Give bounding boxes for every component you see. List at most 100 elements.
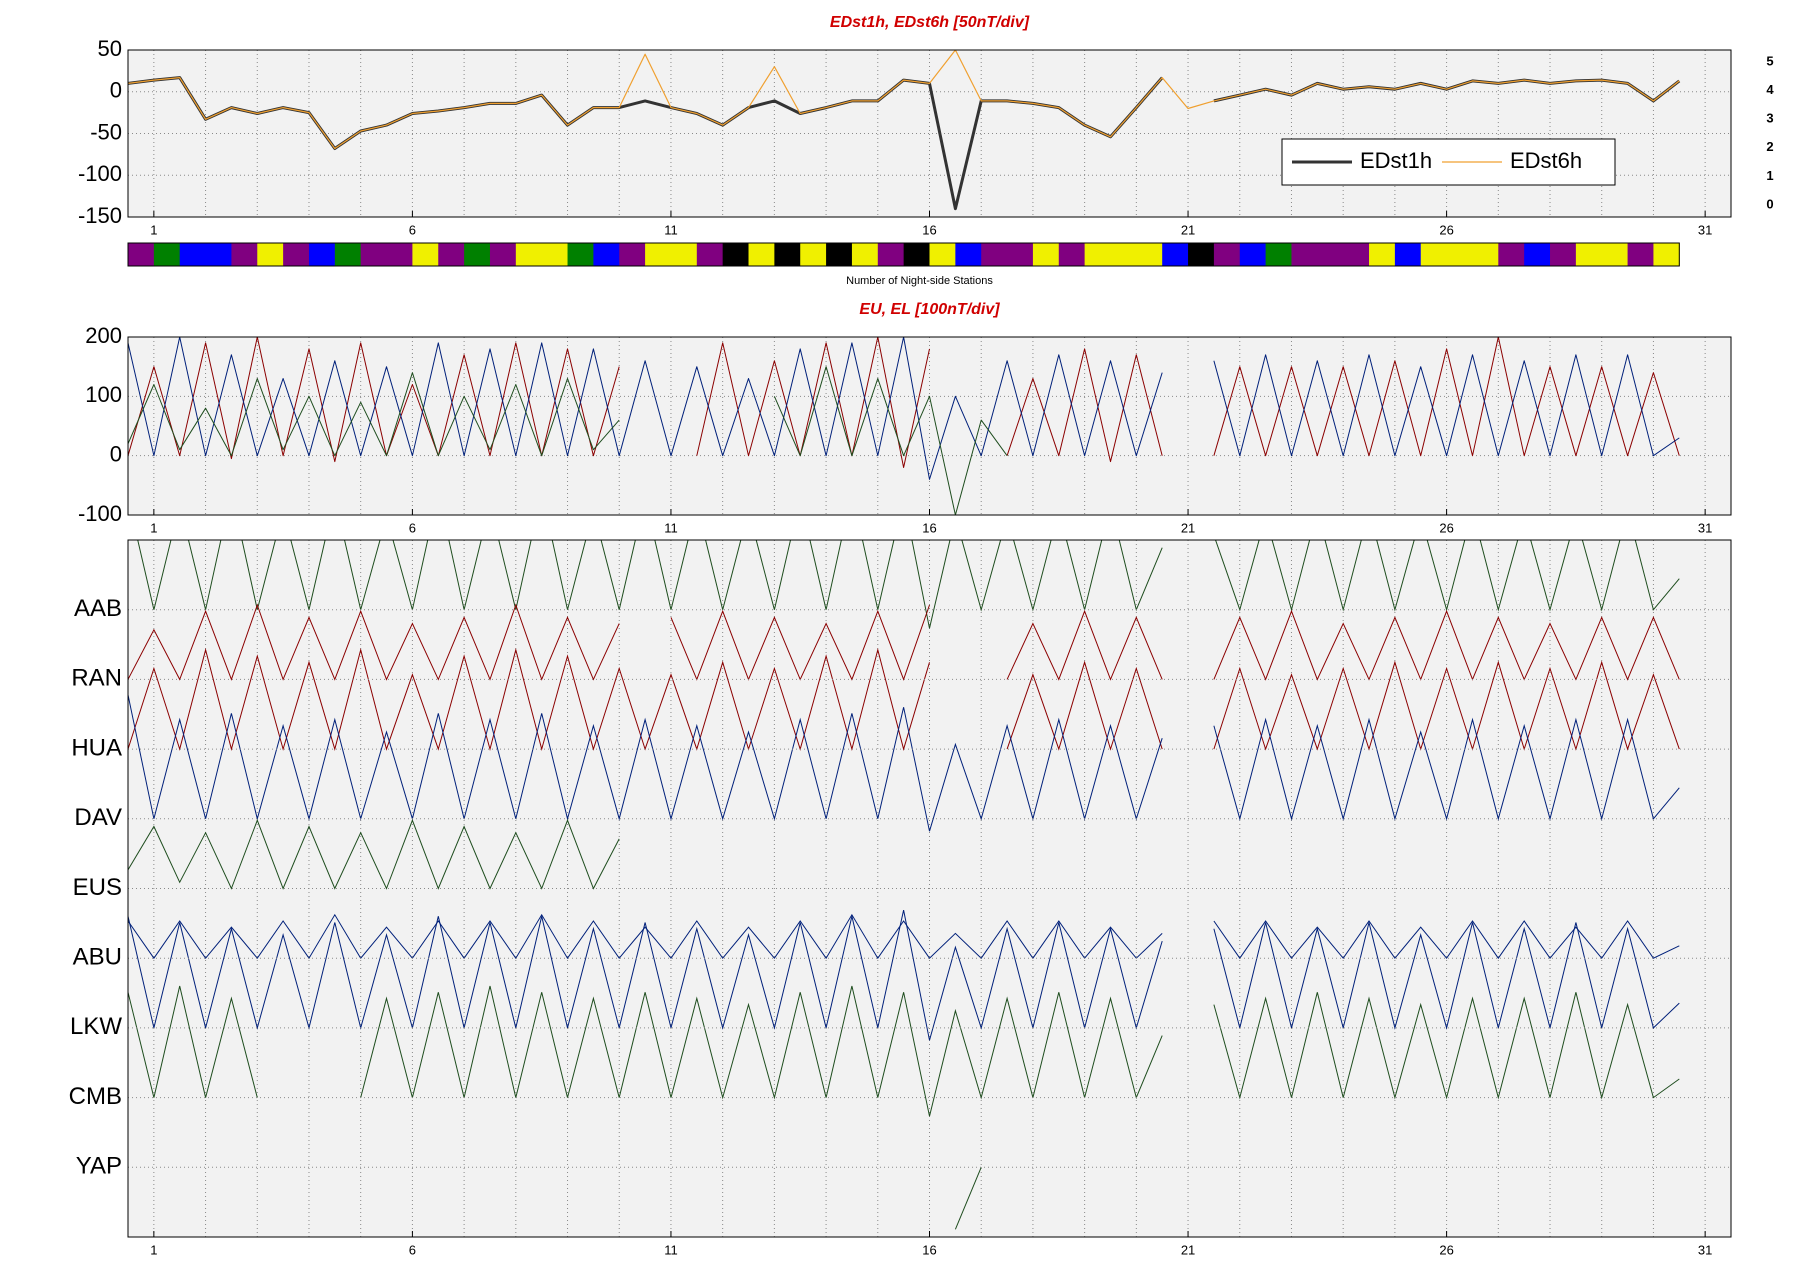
x-tick-label: 31 <box>1698 1242 1712 1257</box>
strip-cell <box>412 243 439 266</box>
strip-cell <box>619 243 646 266</box>
strip-level-label: 4 <box>1766 82 1774 97</box>
strip-level-label: 3 <box>1766 111 1773 126</box>
x-tick-label: 21 <box>1181 1242 1195 1257</box>
strip-cell <box>1188 243 1215 266</box>
y-tick-label: -100 <box>78 501 122 526</box>
strip-cell <box>283 243 310 266</box>
strip-cell <box>722 243 750 266</box>
strip-cell <box>670 243 698 266</box>
strip-cell <box>1627 243 1654 266</box>
y-tick-label: 0 <box>110 78 122 103</box>
x-tick-label: 16 <box>922 520 936 535</box>
plot-border <box>127 336 1732 516</box>
strip-cell <box>1524 243 1551 266</box>
series-group <box>128 50 1681 211</box>
series-group <box>128 337 1680 515</box>
y-tick-label: 200 <box>85 323 122 348</box>
y-tick-label: 50 <box>98 36 122 61</box>
strip-cell <box>696 243 724 266</box>
station-trace <box>128 694 1680 832</box>
strip-cell <box>1007 243 1034 266</box>
strip-cell <box>1498 243 1525 266</box>
chart-title: EU, EL [100nT/div] <box>859 301 1000 318</box>
x-tick-label: 6 <box>409 1242 416 1257</box>
strip-cell <box>205 243 232 266</box>
strip-cell <box>1291 243 1318 266</box>
strip-cell <box>257 243 284 266</box>
station-trace <box>128 985 1680 1117</box>
station-trace <box>128 909 1680 1041</box>
row-label: AAB <box>74 595 122 622</box>
strip-cell <box>1032 243 1060 266</box>
strip-level-label: 1 <box>1766 168 1773 183</box>
x-tick-label: 26 <box>1439 1242 1453 1257</box>
strip-cell <box>1369 243 1396 266</box>
x-tick-label: 21 <box>1181 222 1195 237</box>
series-line <box>128 50 1680 150</box>
y-tick-label: -100 <box>78 161 122 186</box>
x-tick-label: 16 <box>922 222 936 237</box>
x-tick-label: 31 <box>1698 222 1712 237</box>
strip-cell <box>231 243 258 266</box>
strip-cell <box>1136 243 1163 266</box>
strip-cell <box>877 243 905 266</box>
x-tick-label: 11 <box>664 520 678 535</box>
station-trace <box>137 540 1680 629</box>
strip-cell <box>981 243 1008 266</box>
series-line <box>128 366 1008 515</box>
row-label: LKW <box>70 1013 122 1040</box>
strip-cell <box>1446 243 1473 266</box>
series-line <box>128 337 1680 468</box>
strip-cell <box>1550 243 1577 266</box>
chart-title: EDst1h, EDst6h [50nT/div] <box>830 14 1030 31</box>
x-tick-label: 31 <box>1698 520 1712 535</box>
strip-cell <box>1058 243 1086 266</box>
strip-cell <box>464 243 491 266</box>
x-tick-label: 6 <box>409 222 416 237</box>
plot-border <box>127 539 1732 1238</box>
strip-cell <box>541 243 569 266</box>
strip-cell <box>1420 243 1448 266</box>
strip-border <box>127 242 1680 267</box>
y-tick-label: 0 <box>110 441 122 466</box>
strip-cell <box>386 243 413 266</box>
strip-cell <box>1472 243 1499 266</box>
strip-cell <box>851 243 879 266</box>
row-label: HUA <box>71 734 122 761</box>
strip-label: Number of Night-side Stations <box>846 275 993 287</box>
strip-cell <box>308 243 336 266</box>
row-label: ABU <box>73 944 122 971</box>
legend-label: EDst1h <box>1360 148 1432 173</box>
x-tick-label: 11 <box>664 1242 678 1257</box>
x-tick-label: 1 <box>150 520 157 535</box>
station-trace <box>128 913 1680 960</box>
strip-cell <box>489 243 517 266</box>
strip-cell <box>1601 243 1629 266</box>
strip-cell <box>1575 243 1603 266</box>
row-label: CMB <box>69 1083 122 1110</box>
strip-cell <box>1110 243 1137 266</box>
strip-cell <box>1239 243 1267 266</box>
strip-cell <box>903 243 930 266</box>
strip-level-label: 0 <box>1766 196 1773 211</box>
strip-cell <box>128 243 155 266</box>
strip-cell <box>1162 243 1189 266</box>
y-tick-label: -50 <box>90 119 122 144</box>
x-tick-label: 21 <box>1181 520 1195 535</box>
strip-cell <box>1213 243 1241 266</box>
strip-cell <box>1084 243 1111 266</box>
strip-level-label: 5 <box>1766 53 1773 68</box>
x-tick-label: 1 <box>150 1242 157 1257</box>
plot-border <box>127 49 1732 218</box>
x-tick-label: 1 <box>150 222 157 237</box>
strip-cell <box>1653 243 1680 266</box>
series-line <box>128 337 1680 480</box>
strip-cell <box>438 243 465 266</box>
y-tick-label: -150 <box>78 203 122 228</box>
plot-area <box>128 50 1731 217</box>
strip-cell <box>645 243 672 266</box>
x-tick-label: 26 <box>1439 520 1453 535</box>
row-label: EUS <box>73 874 122 901</box>
